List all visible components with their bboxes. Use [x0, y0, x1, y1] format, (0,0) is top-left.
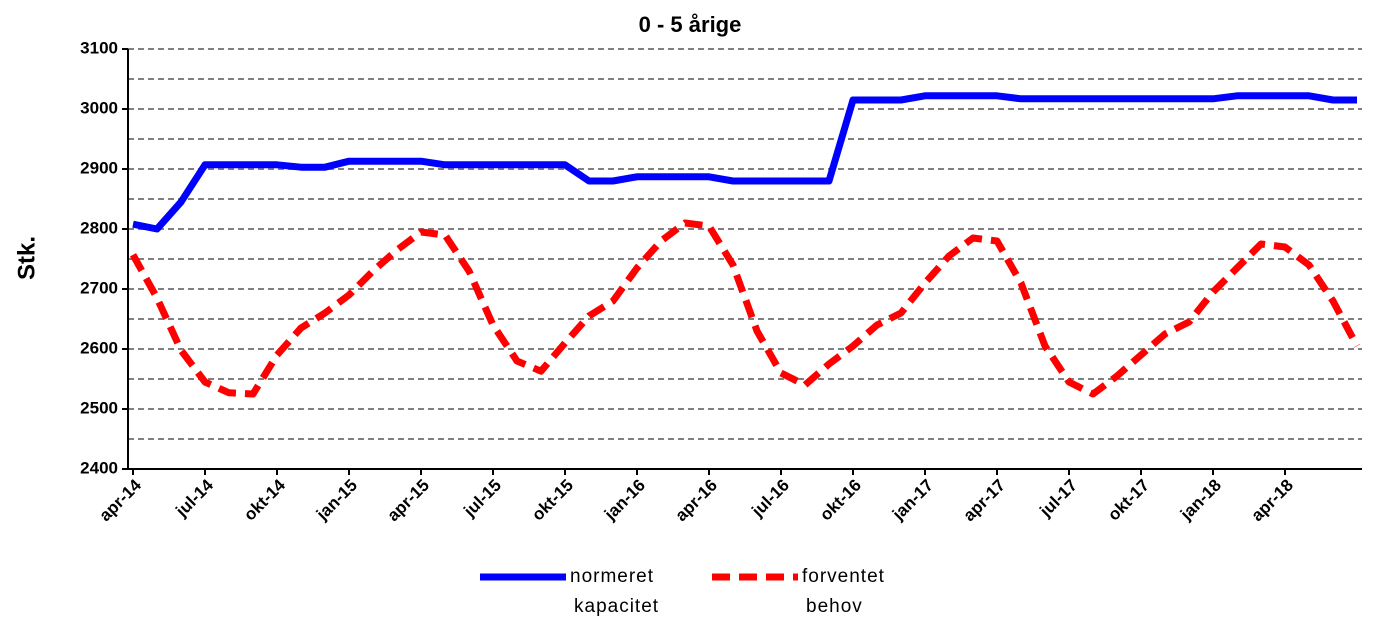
y-tick-label: 2400 — [80, 458, 118, 477]
x-tick-label: okt-17 — [1104, 476, 1153, 525]
x-tick-label: apr-17 — [959, 476, 1009, 526]
x-tick-label: jul-14 — [171, 475, 217, 521]
x-tick-label: okt-15 — [528, 476, 577, 525]
x-tick-label: apr-14 — [95, 475, 145, 525]
y-tick-label: 2600 — [80, 338, 118, 357]
legend-label: normeret kapacitet — [570, 566, 659, 617]
y-tick-label: 2700 — [80, 278, 118, 297]
x-tick-label: okt-16 — [816, 476, 865, 525]
x-tick-label: okt-14 — [240, 475, 289, 524]
series-line — [132, 92, 1357, 233]
x-tick-label: apr-15 — [383, 476, 433, 526]
x-tick-label: apr-18 — [1247, 476, 1297, 526]
x-tick-label: jan-17 — [888, 476, 937, 525]
series-line — [129, 219, 1361, 398]
x-tick-label: jul-16 — [747, 476, 793, 522]
x-tick-label: jul-15 — [459, 476, 505, 522]
x-tick-label: apr-16 — [671, 476, 721, 526]
y-tick-label: 3000 — [80, 98, 118, 117]
x-tick-label: jul-17 — [1035, 476, 1081, 522]
x-tick-label: jan-18 — [1176, 476, 1225, 525]
legend-label: forventet behov — [802, 566, 885, 617]
y-tick-label: 2800 — [80, 218, 118, 237]
y-tick-label: 2500 — [80, 398, 118, 417]
y-axis-label: Stk. — [13, 236, 40, 280]
chart-title: 0 - 5 årige — [639, 12, 742, 37]
x-tick-label: jan-15 — [312, 476, 361, 525]
y-tick-label: 2900 — [80, 158, 118, 177]
y-tick-label: 3100 — [80, 38, 118, 57]
x-tick-label: jan-16 — [600, 476, 649, 525]
